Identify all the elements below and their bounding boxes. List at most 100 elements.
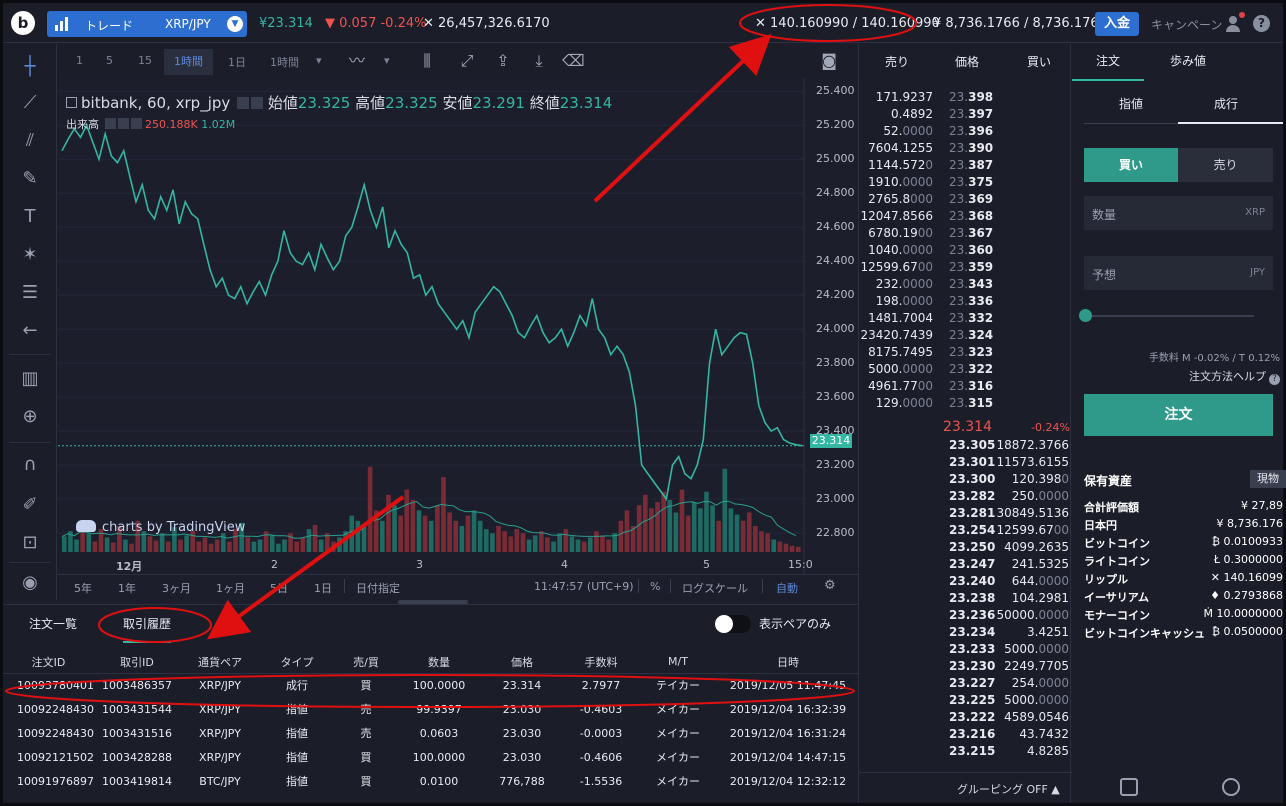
bid-row[interactable]: 23.247 241.5325 [949,557,1069,571]
ask-row[interactable]: 52.0000 23.396 [883,124,994,138]
interval-1h[interactable]: 1時間 [164,49,213,75]
bid-row[interactable]: 23.254 12599.6700 [949,523,1069,537]
percent-toggle[interactable]: % [650,580,661,593]
ask-row[interactable]: 0.4892 23.397 [891,107,994,121]
eye-icon[interactable]: ◉ [22,572,38,593]
bitbank-logo[interactable]: b [11,11,35,35]
campaign-link[interactable]: キャンペーン [1151,18,1223,32]
interval-1m[interactable]: 1 [76,54,83,67]
amount-slider-handle[interactable] [1079,309,1092,322]
bid-row[interactable]: 23.305 18872.3766 [949,438,1069,452]
visibility-icon[interactable] [237,97,250,109]
settings-icon[interactable] [251,97,264,109]
range-custom[interactable]: 日付指定 [356,582,400,595]
fullscreen-icon[interactable]: ⤢ [460,51,474,70]
quantity-field[interactable]: 数量 XRP [1084,196,1273,230]
ask-row[interactable]: 1481.7004 23.332 [868,311,994,325]
price-chart[interactable]: bitbank, 60, xrp_jpy 始値23.325 高値23.325 安… [58,78,858,598]
ask-row[interactable]: 129.0000 23.315 [875,396,994,410]
bid-row[interactable]: 23.236 50000.0000 [949,608,1069,622]
table-row[interactable]: 10092248430 1003431516 XRP/JPY 指値 売 0.0603 23.… [3,721,858,745]
deposit-button[interactable]: 入金 [1095,12,1139,36]
table-row[interactable]: 10092248430 1003431544 XRP/JPY 指値 売 99.9397 23… [3,697,858,721]
zoom-in-icon[interactable]: ⊕ [22,406,38,427]
bid-row[interactable]: 23.240 644.0000 [949,574,1069,588]
log-scale-toggle[interactable]: ログスケール [682,582,748,595]
unlock-icon[interactable]: ⊡ [22,532,38,553]
settings-icon[interactable] [117,118,129,129]
range-3m[interactable]: 3ヶ月 [162,582,191,595]
tab-order[interactable]: 注文 [1096,54,1121,68]
upload-icon[interactable]: ⇪ [496,51,510,70]
globe-icon[interactable] [1222,778,1240,796]
crosshair-icon[interactable]: ┼ [24,56,36,77]
tradingview-attribution[interactable]: charts by TradingView [76,520,245,535]
bid-row[interactable]: 23.234 3.4251 [949,625,1069,639]
bid-row[interactable]: 23.215 4.8285 [949,744,1069,758]
bid-row[interactable]: 23.233 5000.0000 [949,642,1069,656]
pattern-icon[interactable]: ✶ [22,244,38,265]
line-style-icon[interactable]: 〰 [348,51,365,70]
bid-row[interactable]: 23.238 104.2981 [949,591,1069,605]
range-5d[interactable]: 5日 [270,582,288,595]
range-1m[interactable]: 1ヶ月 [216,582,245,595]
candles-icon[interactable]: ▥ [21,368,39,389]
ask-row[interactable]: 12599.6700 23.359 [860,260,994,274]
visibility-icon[interactable] [104,118,116,129]
bid-row[interactable]: 23.282 250.0000 [949,489,1069,503]
bid-row[interactable]: 23.227 254.0000 [949,676,1069,690]
bid-row[interactable]: 23.250 4099.2635 [949,540,1069,554]
tab-open-orders[interactable]: 注文一覧 [29,617,78,631]
ask-row[interactable]: 232.0000 23.343 [875,277,994,291]
bid-row[interactable]: 23.216 43.7432 [949,727,1069,741]
submit-order-button[interactable]: 注文 [1084,394,1273,436]
brush-icon[interactable]: ✎ [22,168,38,189]
range-5y[interactable]: 5年 [74,582,92,595]
bid-row[interactable]: 23.281 30849.5136 [949,506,1069,520]
ask-row[interactable]: 8175.7495 23.323 [868,345,994,359]
grouping-control[interactable]: グルーピング OFF ▲ [859,772,1072,802]
camera-icon[interactable]: ◙ [821,51,837,70]
tab-trades[interactable]: 歩み値 [1170,54,1207,68]
magnet-icon[interactable]: ∩ [23,454,37,475]
eraser-icon[interactable]: ⌫ [562,51,585,70]
bid-row[interactable]: 23.300 120.3980 [949,472,1069,486]
ask-row[interactable]: 6780.1900 23.367 [868,226,994,240]
order-help-link[interactable]: 注文方法ヘルプ? [1189,368,1280,385]
ask-row[interactable]: 2765.8000 23.369 [868,192,994,206]
gear-icon[interactable]: ⚙ [824,578,836,593]
buy-toggle[interactable]: 買い [1084,148,1178,182]
download-icon[interactable]: ⤓ [535,51,543,70]
interval-1d[interactable]: 1日 [228,56,246,69]
table-row[interactable]: 10092121502 1003428288 XRP/JPY 指値 買 100.0000 2… [3,745,858,769]
tab-market[interactable]: 成行 [1214,97,1239,111]
ask-row[interactable]: 1040.0000 23.360 [868,243,994,257]
table-row[interactable]: 10093780401 1003486357 XRP/JPY 成行 買 100.0000 2… [3,673,858,697]
text-tool-icon[interactable]: T [24,206,36,227]
collapse-icon[interactable] [66,97,77,108]
bid-row[interactable]: 23.230 2249.7705 [949,659,1069,673]
fib-icon[interactable]: ⫽ [25,130,35,151]
ask-row[interactable]: 4961.7700 23.316 [868,379,994,393]
sell-toggle[interactable]: 売り [1178,148,1273,182]
lock-draw-icon[interactable]: ✐ [22,494,38,515]
assets-badge[interactable]: 現物 [1250,470,1286,488]
range-1y[interactable]: 1年 [118,582,136,595]
auto-scale-toggle[interactable]: 自動 [776,582,798,595]
pair-selector[interactable]: トレード XRP/JPY ▼ [47,11,247,37]
tab-trade-history[interactable]: 取引履歴 [123,615,172,643]
interval-dropdown[interactable]: 1時間 [270,56,299,69]
trend-line-icon[interactable]: ⟋ [23,92,37,113]
close-icon[interactable] [130,118,142,129]
measure-icon[interactable]: ☰ [21,282,39,303]
user-icon[interactable] [1225,12,1245,32]
table-row[interactable]: 10091976897 1003419814 BTC/JPY 指値 買 0.0100 776… [3,769,858,793]
bid-row[interactable]: 23.301 11573.6155 [949,455,1069,469]
indicators-icon[interactable]: ⫼ [423,51,431,70]
bid-row[interactable]: 23.222 4589.0546 [949,710,1069,724]
panel-resize-handle[interactable] [398,600,468,604]
help-icon[interactable]: ? [1253,15,1270,32]
ask-row[interactable]: 1144.5720 23.387 [868,158,994,172]
ask-row[interactable]: 171.9237 23.398 [875,90,994,104]
ask-row[interactable]: 5000.0000 23.322 [868,362,994,376]
